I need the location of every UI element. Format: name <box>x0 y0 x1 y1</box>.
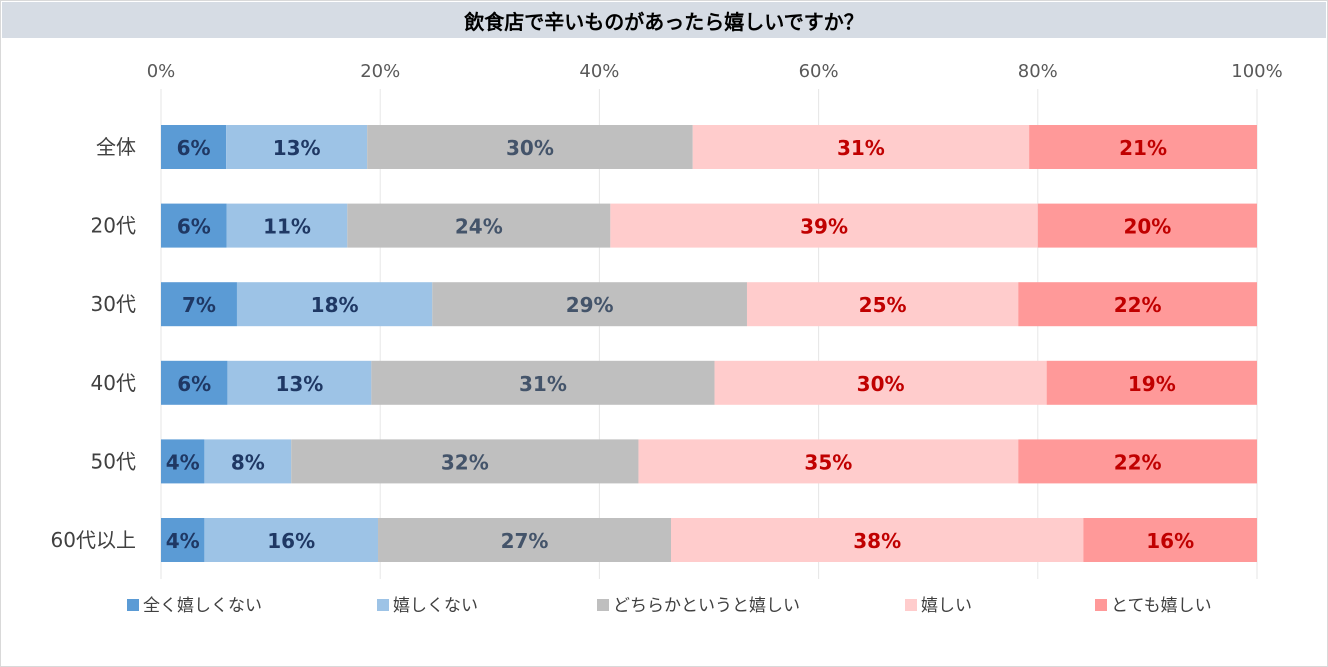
chart-title: 飲食店で辛いものがあったら嬉しいですか？ <box>2 2 1326 38</box>
bar-segment <box>161 518 205 562</box>
bar-segment <box>378 518 672 562</box>
data-label: 22% <box>1114 293 1162 317</box>
data-label: 22% <box>1114 450 1162 474</box>
data-label: 29% <box>566 293 614 317</box>
data-label: 8% <box>231 450 265 474</box>
data-label: 16% <box>267 529 315 553</box>
bar-segment <box>161 360 228 405</box>
category-label: 50代 <box>91 449 136 473</box>
data-label: 30% <box>506 136 554 160</box>
bar-segment <box>161 282 237 327</box>
legend-label: 全く嬉しくない <box>143 596 262 616</box>
data-label: 7% <box>182 293 216 317</box>
bar-segment <box>161 439 205 484</box>
bar-segment <box>1046 360 1257 405</box>
legend-swatch <box>377 599 389 611</box>
bar-segment <box>1018 282 1257 327</box>
bar-segment <box>432 282 747 327</box>
data-label: 6% <box>177 372 211 396</box>
data-label: 16% <box>1146 529 1194 553</box>
bar-segment <box>671 518 1084 562</box>
x-tick-label: 60% <box>799 61 839 82</box>
data-label: 13% <box>273 136 321 160</box>
category-label: 30代 <box>91 292 136 316</box>
bar-segment <box>226 125 368 169</box>
bar-segment <box>204 518 379 562</box>
legend-label: とても嬉しい <box>1111 596 1212 616</box>
data-label: 32% <box>441 450 489 474</box>
category-label: 20代 <box>91 214 136 238</box>
data-label: 27% <box>501 529 549 553</box>
bar-segment <box>1037 203 1257 248</box>
x-tick-label: 0% <box>147 61 176 82</box>
x-tick-label: 40% <box>579 61 619 82</box>
data-label: 21% <box>1119 136 1167 160</box>
bar-segment <box>227 360 372 405</box>
legend-label: どちらかというと嬉しい <box>613 596 800 616</box>
data-label: 38% <box>853 529 901 553</box>
data-label: 25% <box>859 293 907 317</box>
legend-swatch <box>597 599 609 611</box>
data-label: 6% <box>177 215 211 239</box>
x-tick-label: 20% <box>360 61 400 82</box>
category-label: 60代以上 <box>51 528 136 552</box>
legend-label: 嬉しくない <box>393 596 478 616</box>
bar-segment <box>291 439 639 484</box>
bar-segment <box>367 125 693 169</box>
legend-swatch <box>127 599 139 611</box>
category-label: 全体 <box>96 135 136 159</box>
data-label: 20% <box>1123 215 1171 239</box>
bar-segment <box>692 125 1030 169</box>
data-label: 13% <box>275 372 323 396</box>
data-label: 4% <box>166 529 200 553</box>
data-label: 35% <box>804 450 852 474</box>
data-label: 31% <box>837 136 885 160</box>
data-label: 24% <box>455 215 503 239</box>
data-label: 11% <box>263 215 311 239</box>
bar-segment <box>236 282 433 327</box>
bar-segment <box>1083 518 1257 562</box>
bar-segment <box>347 203 611 248</box>
bar-segment <box>161 203 227 248</box>
data-label: 31% <box>519 372 567 396</box>
bar-segment <box>161 125 227 169</box>
data-label: 4% <box>166 450 200 474</box>
data-label: 30% <box>857 372 905 396</box>
bar-segment <box>638 439 1019 484</box>
category-label: 40代 <box>91 371 136 395</box>
x-tick-label: 80% <box>1018 61 1058 82</box>
bar-segment <box>1029 125 1257 169</box>
bar-segment <box>371 360 715 405</box>
data-label: 19% <box>1128 372 1176 396</box>
legend-swatch <box>1095 599 1107 611</box>
data-label: 39% <box>800 215 848 239</box>
data-label: 18% <box>311 293 359 317</box>
data-label: 6% <box>177 136 211 160</box>
legend-swatch <box>905 599 917 611</box>
legend-label: 嬉しい <box>921 596 972 616</box>
bar-segment <box>1018 439 1257 484</box>
x-tick-label: 100% <box>1231 61 1282 82</box>
bar-segment <box>714 360 1047 405</box>
bar-segment <box>746 282 1019 327</box>
bar-segment <box>610 203 1038 248</box>
bar-segment <box>204 439 292 484</box>
chart-plot: 0% 20% 40% 60% 80% 100% 6% 13% 30% 31% 21% 6% 11% 24… <box>51 61 1283 616</box>
bar-segment <box>226 203 348 248</box>
